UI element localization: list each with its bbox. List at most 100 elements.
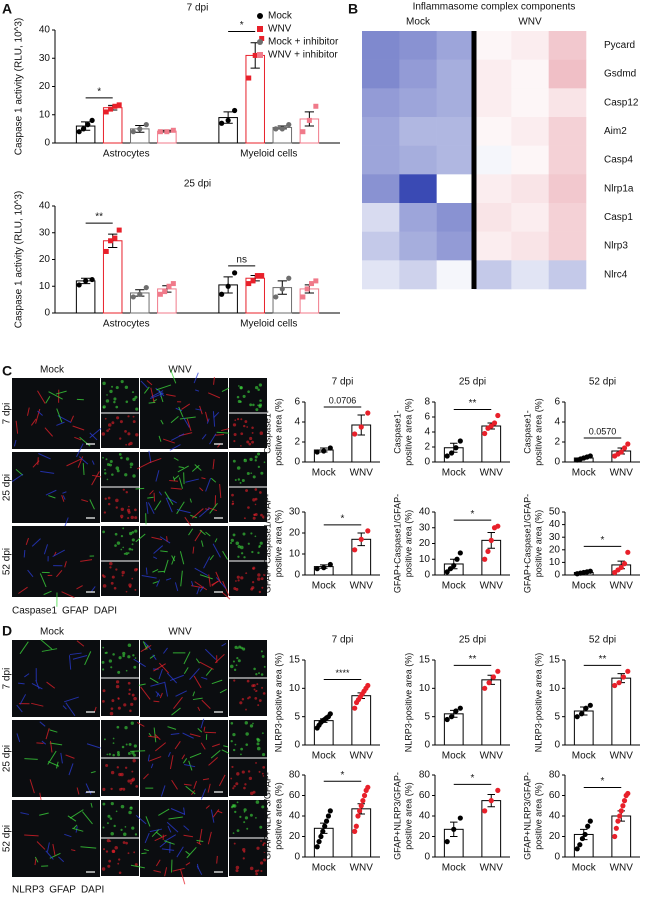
micrograph-texture	[154, 734, 161, 740]
micrograph-texture	[151, 536, 163, 541]
data-point	[273, 126, 279, 132]
data-point	[454, 556, 460, 562]
x-tick-label: Mock	[442, 468, 467, 479]
micrograph-texture	[41, 648, 58, 652]
micrograph-texture	[132, 474, 136, 478]
micrograph-texture	[122, 787, 126, 791]
micrograph-texture	[239, 815, 242, 818]
legend-label: WNV	[268, 24, 292, 35]
data-point	[577, 842, 583, 848]
data-point	[116, 102, 122, 108]
data-point	[323, 818, 330, 824]
panel-label: C	[2, 363, 12, 379]
micrograph-texture	[217, 810, 223, 814]
y-tick-label: 40	[549, 519, 561, 530]
data-point	[482, 556, 488, 562]
micrograph-texture	[49, 729, 58, 733]
micrograph-texture	[236, 772, 240, 776]
micrograph	[140, 640, 228, 717]
micrograph-texture	[140, 644, 152, 653]
micrograph-texture	[102, 456, 104, 459]
data-point	[137, 126, 143, 132]
micrograph-texture	[90, 802, 93, 808]
micrograph-texture	[89, 428, 102, 439]
micrograph-texture	[234, 645, 238, 649]
x-tick-label: WNV	[480, 863, 504, 874]
data-point	[164, 129, 170, 135]
y-tick-label: 40	[39, 201, 51, 212]
micrograph-texture	[250, 532, 253, 535]
micrograph-texture	[176, 501, 185, 515]
micrograph-texture	[232, 502, 235, 505]
heatmap-cell	[362, 145, 400, 175]
data-point	[320, 828, 326, 834]
micrograph-texture	[102, 802, 106, 806]
micrograph-texture	[111, 849, 116, 854]
micrograph-texture	[115, 506, 118, 509]
data-point	[76, 282, 82, 288]
micrograph-texture	[132, 654, 135, 657]
data-point	[232, 270, 238, 276]
micrograph-texture	[140, 686, 151, 700]
heatmap-cell	[474, 260, 512, 290]
micrograph-texture	[119, 420, 123, 424]
data-point	[170, 281, 176, 287]
data-point	[166, 283, 172, 289]
data-point	[444, 716, 450, 723]
micrograph-texture	[165, 834, 177, 842]
micrograph-texture	[91, 471, 100, 486]
y-tick-label: 80	[549, 770, 561, 781]
micrograph-texture	[120, 456, 123, 460]
data-point	[352, 705, 358, 711]
micrograph-texture	[76, 640, 85, 647]
micrograph-texture	[102, 646, 105, 649]
micrograph-texture	[166, 821, 179, 833]
data-point	[451, 562, 457, 569]
micrograph-texture	[91, 586, 96, 592]
micrograph-texture	[131, 531, 135, 534]
micrograph-texture	[109, 561, 113, 566]
micrograph-texture	[67, 815, 77, 822]
micrograph-texture	[108, 428, 111, 431]
micrograph-texture	[37, 390, 46, 404]
micrograph-texture	[45, 396, 51, 404]
micrograph-texture	[135, 814, 147, 825]
data-point	[620, 803, 626, 809]
heatmap-cell	[399, 117, 437, 146]
micrograph-texture	[193, 372, 199, 384]
micrograph-texture	[164, 867, 168, 877]
micrograph-texture	[118, 656, 122, 660]
micrograph	[12, 526, 100, 597]
heatmap-cell	[399, 59, 437, 89]
micrograph-texture	[109, 711, 114, 716]
data-point	[225, 283, 231, 289]
micrograph-texture	[189, 752, 202, 759]
micrograph-texture	[255, 689, 258, 692]
micrograph-texture	[149, 457, 162, 463]
micrograph-texture	[132, 420, 136, 424]
micrograph-channel	[229, 720, 267, 758]
micrograph-texture	[245, 572, 248, 575]
micrograph-texture	[201, 477, 206, 480]
micrograph-texture	[115, 684, 120, 689]
y-axis-label: Caspase1-	[262, 410, 272, 454]
micrograph-texture	[16, 704, 23, 713]
column-group-label: WNV	[518, 17, 542, 28]
data-point	[615, 818, 621, 824]
micrograph-texture	[240, 545, 244, 550]
data-point	[321, 448, 327, 454]
panel-label: D	[2, 623, 12, 639]
micrograph-texture	[102, 584, 107, 588]
image-column-label: WNV	[168, 627, 192, 638]
data-point	[617, 813, 623, 819]
micrograph-texture	[117, 706, 121, 710]
micrograph-channel	[229, 452, 267, 487]
x-tick-label: Mock	[312, 468, 337, 479]
chart-title: 25 dpi	[184, 179, 211, 190]
micrograph-texture	[158, 435, 162, 442]
micrograph-texture	[135, 568, 139, 571]
micrograph-texture	[120, 516, 123, 519]
micrograph-texture	[186, 418, 192, 432]
micrograph-texture	[121, 570, 125, 575]
micrograph-texture	[113, 400, 116, 404]
